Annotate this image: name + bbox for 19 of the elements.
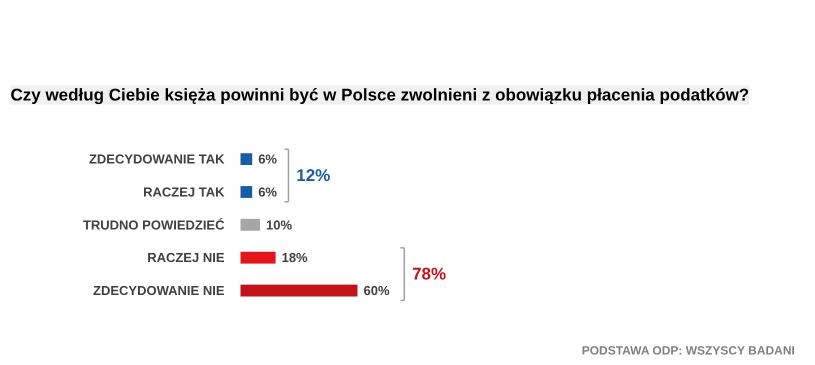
text: 78% (412, 264, 446, 284)
y-tick-label: ZDECYDOWANIE TAK (88, 152, 226, 167)
data-label: 60% (364, 283, 390, 298)
bar (240, 284, 358, 296)
y-tick-label: ZDECYDOWANIE NIE (93, 283, 225, 298)
y-tick-label: RACZEJ TAK (143, 184, 226, 200)
bar (240, 153, 252, 166)
y-tick-label: RACZEJ NIE (147, 250, 225, 266)
bar (240, 218, 260, 231)
text: PODSTAWA ODP: WSZYSCY BADANI (582, 344, 795, 358)
chart-title: Czy według Ciebie księża powinni być w Polsce zwolnieni z obowiązku płacenia podatków? (10, 86, 750, 104)
annotation: 12% (296, 166, 330, 186)
data-label: 6% (258, 184, 278, 200)
bar (240, 252, 276, 264)
bar (240, 186, 252, 198)
data-label: 10% (266, 217, 292, 232)
data-label: 6% (258, 152, 278, 167)
data-label: 18% (282, 250, 308, 266)
y-tick-label: TRUDNO POWIEDZIEĆ (82, 217, 226, 232)
